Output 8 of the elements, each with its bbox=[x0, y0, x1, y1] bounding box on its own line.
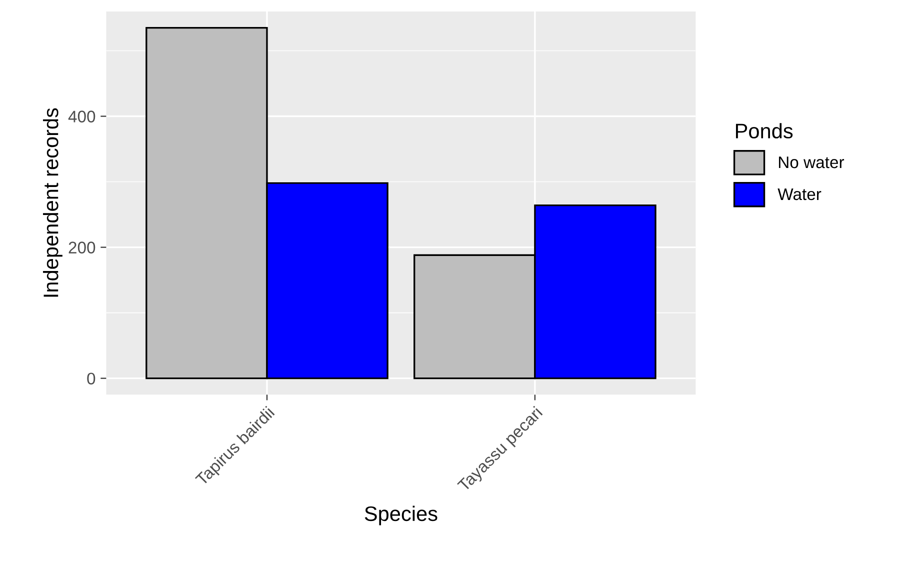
y-tick-label: 400 bbox=[68, 110, 96, 122]
x-axis-title: Species bbox=[364, 506, 438, 526]
legend-label: No water bbox=[778, 156, 844, 168]
y-tick-label: 200 bbox=[68, 242, 96, 254]
y-axis-title: Independent records bbox=[43, 108, 62, 297]
legend-title: Ponds bbox=[736, 123, 793, 138]
legend-label: Water bbox=[778, 188, 822, 200]
y-tick-label: 0 bbox=[87, 372, 96, 385]
